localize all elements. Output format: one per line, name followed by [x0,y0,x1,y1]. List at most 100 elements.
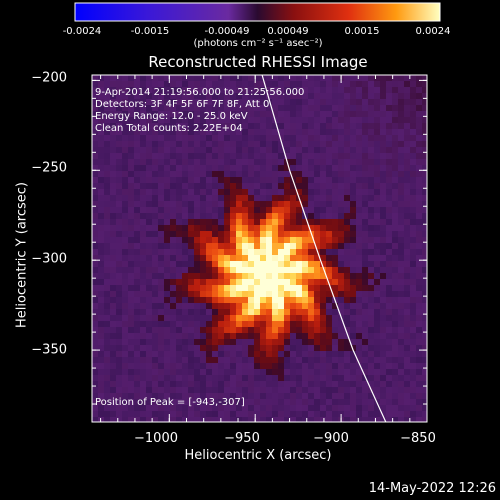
heatmap-cell [104,117,110,123]
heatmap-cell [380,225,386,231]
heatmap-cell [416,243,422,249]
heatmap-cell [380,327,386,333]
heatmap-cell [344,207,350,213]
heatmap-cell [290,201,296,207]
heatmap-cell [218,231,224,237]
heatmap-cell [158,171,164,177]
heatmap-cell [146,369,152,375]
heatmap-cell [158,297,164,303]
heatmap-cell [242,393,248,399]
heatmap-cell [404,399,410,405]
heatmap-cell [170,303,176,309]
heatmap-cell [104,153,110,159]
heatmap-cell [326,357,332,363]
heatmap-cell [110,159,116,165]
heatmap-cell [302,171,308,177]
heatmap-cell [422,267,427,273]
heatmap-cell [332,255,338,261]
heatmap-cell [290,417,296,422]
heatmap-cell [140,261,146,267]
heatmap-cell [206,369,212,375]
heatmap-cell [350,207,356,213]
heatmap-cell [224,189,230,195]
heatmap-cell [152,159,158,165]
heatmap-cell [326,339,332,345]
heatmap-cell [332,357,338,363]
heatmap-cell [326,87,332,93]
heatmap-cell [392,339,398,345]
heatmap-cell [122,279,128,285]
heatmap-cell [140,213,146,219]
heatmap-cell [140,339,146,345]
heatmap-cell [332,261,338,267]
heatmap-cell [146,213,152,219]
heatmap-cell [92,87,98,93]
heatmap-cell [194,303,200,309]
heatmap-cell [386,357,392,363]
heatmap-cell [230,309,236,315]
heatmap-cell [230,393,236,399]
heatmap-cell [200,339,206,345]
heatmap-cell [170,285,176,291]
heatmap-cell [236,387,242,393]
heatmap-cell [158,321,164,327]
heatmap-cell [416,303,422,309]
heatmap-cell [302,201,308,207]
heatmap-cell [260,345,266,351]
heatmap-cell [206,165,212,171]
heatmap-cell [416,183,422,189]
heatmap-cell [356,213,362,219]
heatmap-cell [326,363,332,369]
heatmap-cell [152,81,158,87]
heatmap-cell [104,363,110,369]
heatmap-cell [398,135,404,141]
heatmap-cell [230,285,236,291]
heatmap-cell [338,165,344,171]
heatmap-cell [92,99,98,105]
heatmap-cell [224,261,230,267]
heatmap-cell [326,381,332,387]
heatmap-cell [128,369,134,375]
heatmap-cell [308,237,314,243]
heatmap-cell [302,351,308,357]
heatmap-cell [290,315,296,321]
heatmap-cell [110,333,116,339]
heatmap-cell [206,375,212,381]
heatmap-cell [194,225,200,231]
heatmap-cell [134,243,140,249]
heatmap-cell [206,219,212,225]
heatmap-cell [122,87,128,93]
heatmap-cell [98,135,104,141]
heatmap-cell [422,243,427,249]
heatmap-cell [392,261,398,267]
heatmap-cell [308,375,314,381]
heatmap-cell [248,189,254,195]
heatmap-cell [152,177,158,183]
heatmap-cell [416,399,422,405]
heatmap-cell [254,141,260,147]
heatmap-cell [266,225,272,231]
heatmap-cell [236,105,242,111]
heatmap-cell [332,189,338,195]
heatmap-cell [260,219,266,225]
heatmap-cell [200,75,206,81]
heatmap-cell [284,327,290,333]
heatmap-cell [380,111,386,117]
heatmap-cell [386,153,392,159]
heatmap-cell [152,147,158,153]
heatmap-cell [248,393,254,399]
heatmap-cell [404,129,410,135]
heatmap-cell [392,405,398,411]
heatmap-cell [308,177,314,183]
heatmap-cell [188,267,194,273]
heatmap-cell [98,267,104,273]
heatmap-cell [116,267,122,273]
heatmap-cell [218,381,224,387]
heatmap-cell [98,243,104,249]
heatmap-cell [188,177,194,183]
heatmap-cell [356,303,362,309]
heatmap-cell [182,111,188,117]
heatmap-cell [116,387,122,393]
heatmap-cell [392,111,398,117]
heatmap-cell [416,249,422,255]
